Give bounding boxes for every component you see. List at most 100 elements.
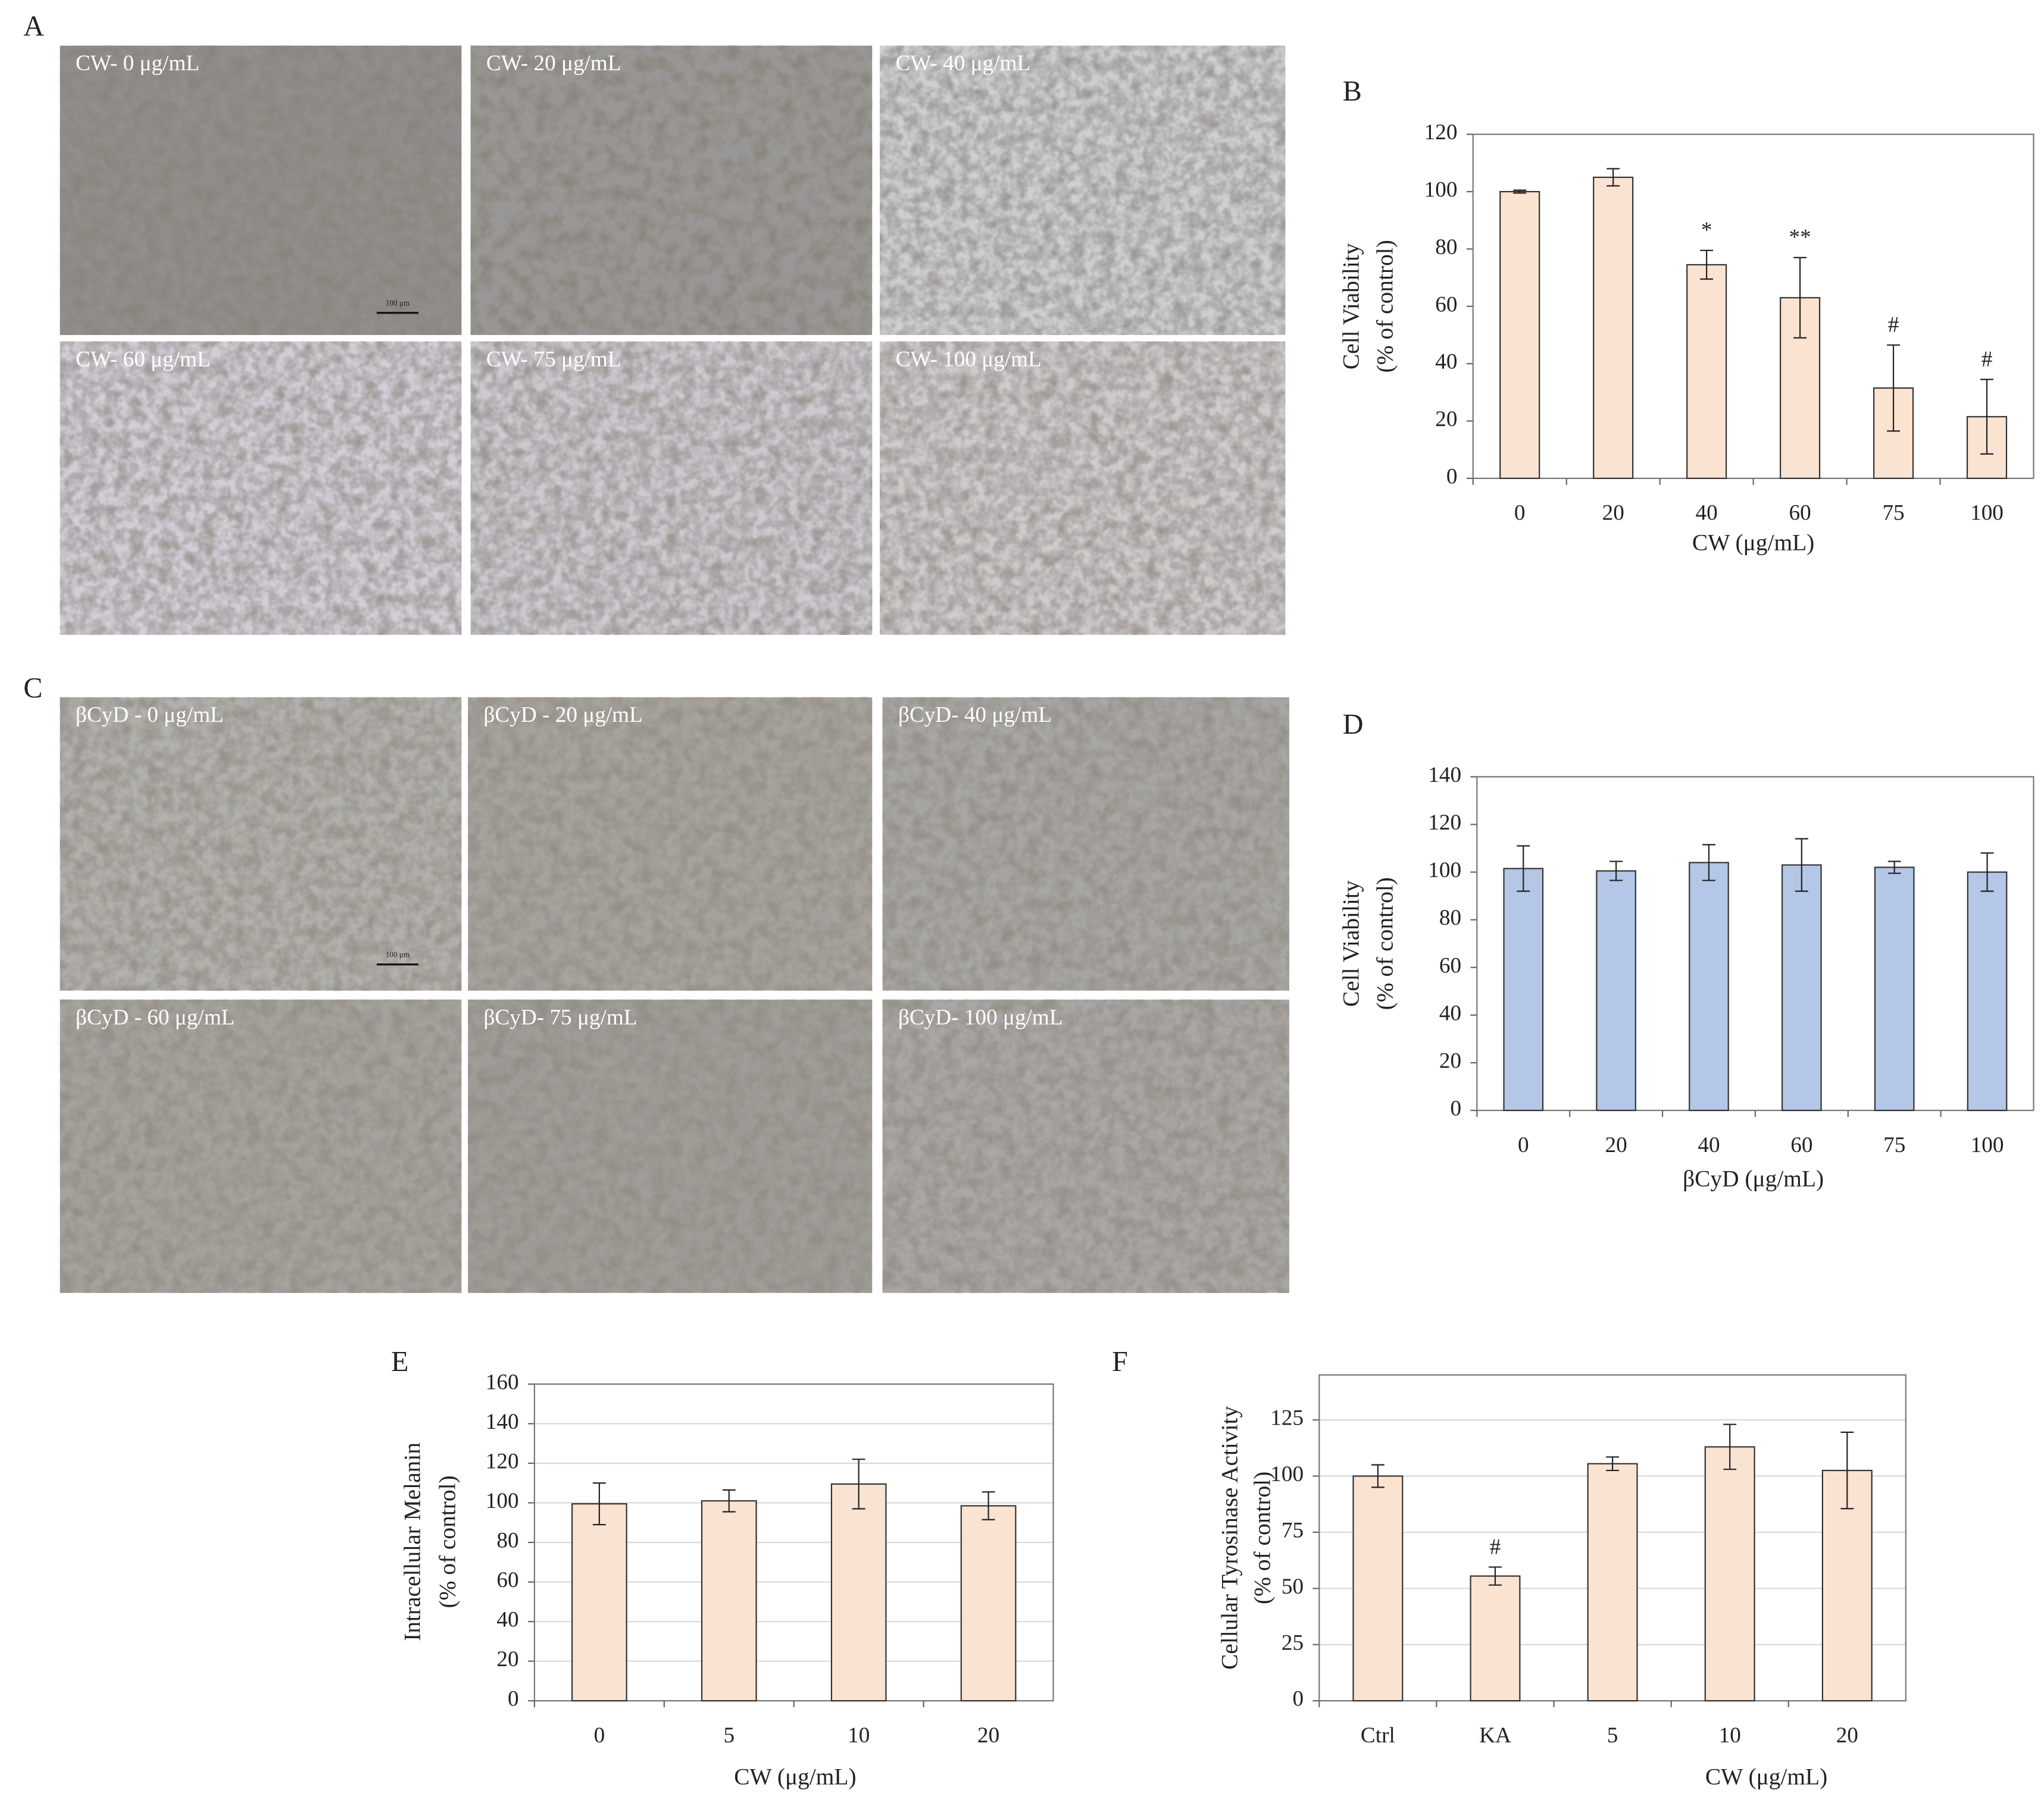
x-tick-label: 100: [1971, 1133, 2004, 1157]
micrograph-cells: [880, 45, 1286, 335]
y-tick-label: 0: [508, 1687, 519, 1711]
bar: [1470, 1575, 1521, 1702]
bar: [830, 1483, 887, 1702]
y-tick-label: 40: [1435, 350, 1457, 374]
x-tick-label: 10: [848, 1723, 870, 1748]
y-axis-title: (% of control): [1249, 1472, 1275, 1604]
y-tick-label: 60: [496, 1568, 518, 1592]
panel-letter: E: [391, 1346, 408, 1378]
micrograph-cells: [468, 697, 873, 991]
micrograph-caption: CW- 40 μg/mL: [896, 51, 1031, 76]
y-tick-label: 20: [496, 1647, 518, 1672]
y-tick-label: 0: [1450, 1097, 1461, 1121]
panel-letter: B: [1343, 76, 1362, 107]
bar: [1587, 1463, 1638, 1702]
bar: [701, 1500, 757, 1702]
micrograph-caption: CW- 60 μg/mL: [76, 347, 211, 371]
bar: [1874, 866, 1915, 1112]
micrograph-cells: [880, 341, 1286, 635]
scale-bar-label: 100 μm: [386, 950, 410, 959]
bar: [1782, 864, 1822, 1112]
x-tick-label: KA: [1479, 1723, 1511, 1748]
micrograph-caption: CW- 75 μg/mL: [486, 347, 621, 371]
y-axis-title: (% of control): [435, 1475, 461, 1608]
micrograph-cells: [470, 45, 873, 335]
y-tick-label: 100: [1424, 178, 1458, 202]
x-axis-title: CW (μg/mL): [734, 1764, 856, 1790]
x-tick-label: 0: [594, 1723, 605, 1748]
y-tick-label: 100: [486, 1489, 519, 1513]
y-tick-label: 75: [1282, 1518, 1304, 1542]
x-tick-label: 60: [1789, 501, 1811, 525]
x-axis-title: CW (μg/mL): [1705, 1764, 1827, 1790]
micrograph-cells: [468, 999, 873, 1293]
y-tick-label: 80: [496, 1529, 518, 1553]
bar: [1596, 870, 1636, 1112]
y-tick-label: 120: [486, 1450, 519, 1474]
x-tick-label: 60: [1790, 1133, 1812, 1157]
x-axis-title: βCyD (μg/mL): [1683, 1165, 1824, 1191]
x-tick-label: 20: [1602, 501, 1624, 525]
y-axis-title: (% of control): [1371, 877, 1398, 1010]
significance-mark: #: [1982, 348, 1993, 372]
y-tick-label: 25: [1282, 1630, 1304, 1655]
y-tick-label: 100: [1428, 858, 1461, 882]
x-tick-label: 5: [723, 1723, 735, 1748]
bar: [1593, 176, 1634, 479]
bar: [571, 1503, 627, 1702]
micrograph-caption: βCyD - 20 μg/mL: [484, 703, 643, 727]
micrograph-cells: [60, 341, 462, 635]
micrograph-cells: [60, 999, 462, 1293]
panel-letter: F: [1112, 1346, 1128, 1378]
micrograph-caption: βCyD - 0 μg/mL: [76, 703, 224, 727]
y-tick-label: 140: [1428, 763, 1461, 787]
y-axis-title: Cellular Tyrosinase Activity: [1217, 1406, 1243, 1670]
y-tick-label: 20: [1439, 1049, 1461, 1073]
bar: [1499, 190, 1540, 479]
x-tick-label: 10: [1719, 1723, 1741, 1748]
significance-mark: *: [1701, 218, 1712, 243]
x-tick-label: 40: [1696, 501, 1718, 525]
x-tick-label: 20: [977, 1723, 999, 1748]
x-tick-label: 75: [1882, 501, 1904, 525]
bar: [1967, 871, 2008, 1112]
micrograph-cells: [60, 697, 462, 991]
y-tick-label: 0: [1292, 1687, 1304, 1711]
y-tick-label: 60: [1435, 292, 1457, 317]
significance-mark: **: [1789, 226, 1811, 250]
panel-letter: D: [1343, 709, 1364, 740]
y-tick-label: 120: [1424, 120, 1458, 145]
y-tick-label: 20: [1435, 407, 1457, 431]
significance-mark: #: [1490, 1535, 1501, 1559]
micrograph-caption: βCyD- 75 μg/mL: [484, 1005, 637, 1029]
bar: [1503, 868, 1544, 1112]
x-tick-label: 40: [1698, 1133, 1720, 1157]
bar: [960, 1505, 1017, 1702]
bar: [1689, 862, 1729, 1112]
y-tick-label: 100: [1270, 1462, 1304, 1486]
micrograph-caption: CW- 100 μg/mL: [896, 347, 1042, 371]
bar: [1352, 1475, 1404, 1702]
y-tick-label: 80: [1435, 235, 1457, 259]
y-axis-title: Cell Viability: [1337, 880, 1364, 1007]
micrograph-cells: [882, 999, 1289, 1293]
x-tick-label: 20: [1605, 1133, 1627, 1157]
micrograph-cells: [470, 341, 873, 635]
y-tick-label: 140: [486, 1410, 519, 1434]
bar: [1686, 264, 1727, 479]
panel-letter: A: [23, 10, 44, 42]
micrograph-caption: βCyD- 100 μg/mL: [898, 1005, 1063, 1029]
y-tick-label: 80: [1439, 906, 1461, 930]
x-tick-label: 20: [1836, 1723, 1858, 1748]
y-tick-label: 50: [1282, 1575, 1304, 1599]
micrograph-caption: CW- 20 μg/mL: [486, 51, 621, 76]
y-axis-title: Cell Viability: [1337, 243, 1364, 370]
y-tick-label: 160: [486, 1370, 519, 1394]
y-tick-label: 60: [1439, 953, 1461, 978]
x-tick-label: 0: [1514, 501, 1526, 525]
micrograph-caption: CW- 0 μg/mL: [76, 51, 199, 76]
micrograph-caption: βCyD- 40 μg/mL: [898, 703, 1052, 727]
y-axis-title: Intracellular Melanin: [399, 1442, 425, 1641]
plot-frame: [1472, 133, 2034, 479]
